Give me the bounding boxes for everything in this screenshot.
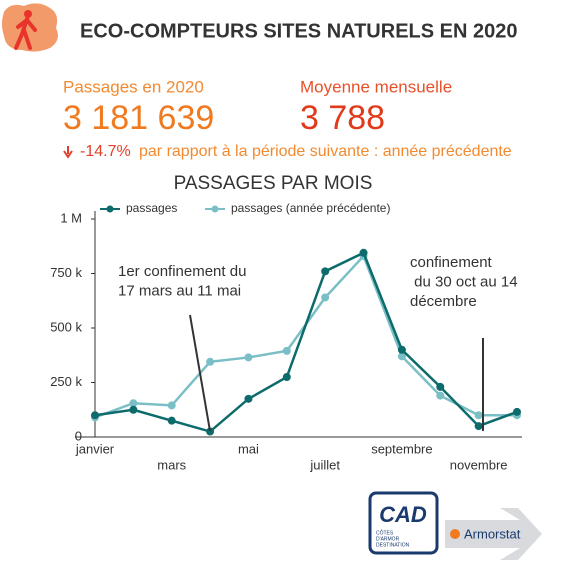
cad-line: CÔTES	[376, 529, 394, 536]
x-tick-label: septembre	[371, 441, 432, 456]
page-title: ECO-COMPTEURS SITES NATURELS EN 2020	[80, 20, 517, 42]
change-text: par rapport à la période suivante : anné…	[139, 143, 512, 160]
x-tick-label: juillet	[309, 457, 340, 472]
kpi-label: Moyenne mensuelle	[300, 77, 452, 96]
data-point	[282, 346, 291, 355]
data-point	[129, 399, 138, 408]
chart-title: PASSAGES PAR MOIS	[174, 173, 373, 194]
cad-line: D'ARMOR	[376, 536, 400, 542]
armorstat-logo: Armorstat	[445, 508, 542, 560]
legend-dot	[106, 205, 114, 213]
annotation: du 30 oct au 14	[410, 273, 518, 290]
data-point	[474, 411, 483, 420]
x-tick-label: janvier	[75, 441, 115, 456]
data-point	[321, 267, 330, 276]
data-point	[282, 373, 291, 382]
chart: 0 250 k 500 k 750 k 1 M janvier mars mai juillet…	[50, 201, 522, 472]
cad-text: CAD	[379, 502, 427, 527]
data-point	[129, 405, 138, 414]
data-point	[436, 391, 445, 400]
annotation: décembre	[410, 293, 477, 310]
y-tick-label: 1 M	[60, 210, 82, 225]
data-point	[206, 357, 215, 366]
series-line	[94, 251, 518, 433]
annotation-line	[189, 314, 211, 432]
header-icon	[2, 3, 58, 52]
y-tick-label: 500 k	[50, 319, 82, 334]
armorstat-text: Armorstat	[464, 526, 521, 541]
data-point	[321, 293, 330, 302]
cad-logo: CAD CÔTES D'ARMOR DESTINATION	[368, 491, 439, 555]
legend-label: passages	[126, 201, 177, 215]
data-point	[206, 427, 215, 436]
y-tick-label: 750 k	[50, 265, 82, 280]
kpi-label: Passages en 2020	[63, 77, 204, 96]
annotation: 1er confinement du	[118, 263, 246, 280]
data-point	[167, 416, 176, 425]
data-point	[359, 248, 368, 257]
kpi-value: 3 181 639	[63, 99, 214, 137]
y-tick-label: 0	[75, 428, 82, 443]
data-point	[513, 407, 521, 416]
data-point	[244, 394, 253, 403]
data-point	[436, 382, 445, 391]
data-point	[397, 352, 406, 361]
down-arrow	[63, 146, 73, 159]
cad-line: DESTINATION	[376, 542, 410, 548]
annotation: 17 mars au 11 mai	[118, 282, 241, 299]
legend-label: passages (année précédente)	[231, 201, 390, 215]
x-tick-label: mars	[157, 457, 186, 472]
x-tick-label: novembre	[450, 457, 508, 472]
data-point	[397, 345, 406, 354]
legend-dot	[211, 205, 219, 213]
data-point	[91, 411, 99, 420]
data-point	[244, 353, 253, 362]
kpi-value: 3 788	[300, 99, 385, 137]
data-point	[474, 422, 483, 431]
data-point	[167, 401, 176, 410]
change-value: -14.7%	[80, 143, 131, 160]
y-tick-label: 250 k	[50, 374, 82, 389]
x-tick-label: mai	[238, 441, 259, 456]
annotation: confinement	[410, 254, 493, 271]
